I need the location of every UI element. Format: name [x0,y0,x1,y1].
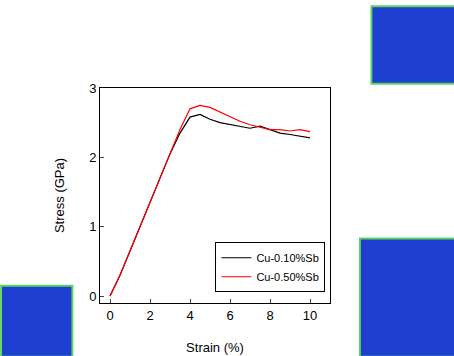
svg-text:4: 4 [186,308,193,323]
svg-text:Stress (GPa): Stress (GPa) [52,158,67,233]
svg-text:Cu-0.50%Sb: Cu-0.50%Sb [256,271,318,283]
svg-text:2: 2 [146,308,153,323]
svg-text:Cu-0.10%Sb: Cu-0.10%Sb [256,252,318,264]
svg-text:0: 0 [89,289,96,304]
svg-text:Strain (%): Strain (%) [186,340,244,355]
svg-text:3: 3 [89,81,96,96]
svg-text:6: 6 [226,308,233,323]
svg-text:2: 2 [89,150,96,165]
svg-text:8: 8 [266,308,273,323]
svg-text:1: 1 [89,219,96,234]
svg-text:0: 0 [106,308,113,323]
svg-text:10: 10 [303,308,317,323]
